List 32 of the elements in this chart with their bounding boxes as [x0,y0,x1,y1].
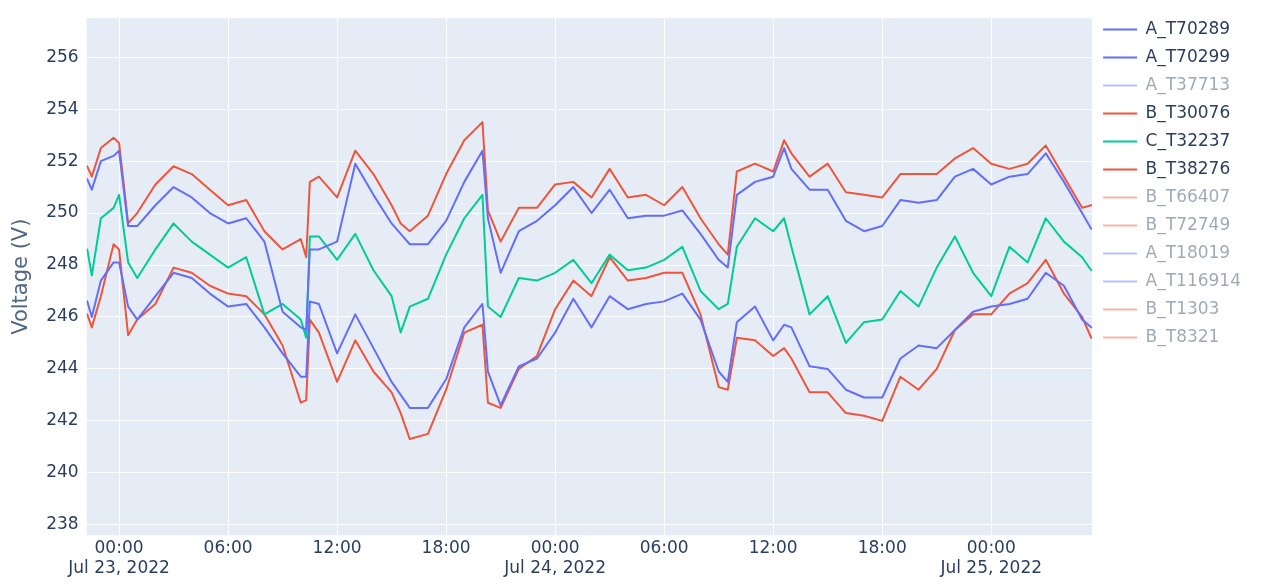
legend-label: C_T32237 [1145,129,1231,151]
y-tick-label: 256 [46,45,79,66]
legend-label: B_T66407 [1145,185,1231,207]
legend-label: A_T37713 [1145,73,1231,95]
legend-label: B_T72749 [1145,213,1231,235]
y-tick-label: 252 [46,149,79,170]
legend-label: A_T116914 [1145,269,1242,291]
legend-label: B_T38276 [1145,157,1231,179]
x-tick-label: 00:00 Jul 24, 2022 [503,536,606,578]
legend-label: B_T30076 [1145,101,1231,123]
y-tick-label: 244 [46,357,79,378]
legend-label: B_T1303 [1145,297,1220,319]
legend-label: B_T8321 [1145,325,1220,347]
x-tick-label: 12:00 [312,536,362,557]
x-tick-label: 06:00 [639,536,689,557]
legend-label: A_T18019 [1145,241,1231,263]
x-tick-label: 18:00 [421,536,471,557]
x-tick-label: 06:00 [203,536,253,557]
legend-label: A_T70299 [1145,45,1231,67]
x-tick-label: 18:00 [857,536,907,557]
x-tick-label: 00:00 Jul 25, 2022 [939,536,1043,578]
y-tick-label: 254 [46,97,79,118]
y-axis-title: Voltage (V) [8,218,33,335]
y-tick-label: 240 [46,461,79,482]
x-tick-label: 00:00 Jul 23, 2022 [67,536,170,578]
y-tick-label: 246 [46,305,79,326]
y-tick-label: 250 [46,201,79,222]
y-tick-label: 248 [46,253,79,274]
y-tick-label: 242 [46,409,79,430]
legend-label: A_T70289 [1145,17,1231,39]
x-tick-label: 12:00 [748,536,798,557]
y-tick-label: 238 [46,513,79,534]
